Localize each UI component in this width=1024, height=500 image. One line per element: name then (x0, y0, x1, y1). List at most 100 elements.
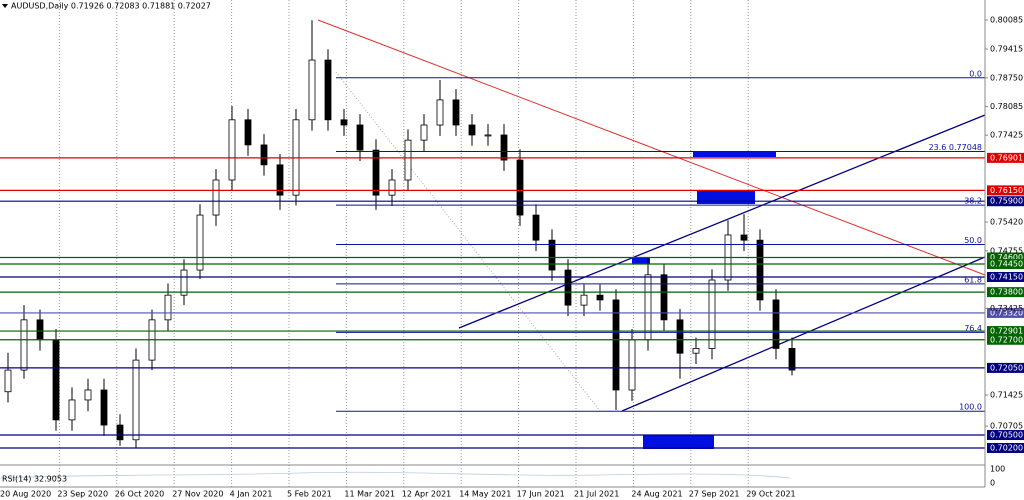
y-tick-label: 0.79415 (990, 45, 1023, 54)
candle-body (772, 299, 780, 349)
candle-body (708, 279, 716, 349)
candle-body (388, 179, 396, 196)
candle-body (468, 124, 476, 136)
rsi-tick-label: 100 (990, 465, 1005, 474)
rsi-label: RSI(14) 32.9053 (2, 475, 67, 484)
x-tick-label: 14 May 2021 (459, 490, 511, 499)
fib-label: 61.8 (964, 275, 982, 284)
candle-body (180, 269, 188, 296)
x-tick-label: 12 Apr 2021 (402, 490, 451, 499)
candle-body (20, 319, 28, 371)
candle-body (356, 124, 364, 151)
level-label: 0.75900 (990, 197, 1023, 206)
level-tag (987, 443, 1024, 454)
candle-body (196, 214, 204, 271)
level-tag (987, 430, 1024, 441)
candle-body (756, 239, 764, 301)
level-tag (987, 271, 1024, 282)
candle-body (244, 119, 252, 146)
level-tag (987, 152, 1024, 163)
x-tick-label: 23 Sep 2020 (57, 490, 108, 499)
zone (693, 151, 776, 157)
x-tick-label: 26 Oct 2020 (115, 490, 164, 499)
y-tick-label: 0.80085 (990, 16, 1023, 25)
level-label: 0.72700 (990, 335, 1023, 344)
candle-body (644, 274, 652, 341)
level-label: 0.73800 (990, 288, 1023, 297)
fib-label: 100.0 (959, 403, 982, 412)
candles (4, 20, 796, 449)
fib-label: 23.6 0.77048 (929, 143, 982, 152)
channel-line (621, 256, 986, 412)
zone (643, 435, 714, 449)
level-tag (987, 326, 1024, 337)
candle-body (260, 144, 268, 166)
level-label: 0.74600 (990, 253, 1023, 262)
candle-body (228, 119, 236, 181)
candle-body (340, 119, 348, 126)
candle-body (4, 369, 12, 393)
candle-body (500, 134, 508, 161)
x-tick-label: 5 Feb 2021 (287, 490, 332, 499)
candle-body (84, 389, 92, 401)
candle-body (692, 348, 700, 354)
level-tag (987, 258, 1024, 269)
level-tag (987, 196, 1024, 207)
candle-body (452, 99, 460, 126)
candle-body (564, 269, 572, 306)
candle-body (660, 274, 668, 321)
level-tag (987, 334, 1024, 345)
candle-body (436, 99, 444, 126)
candle-body (164, 294, 172, 321)
zone (697, 190, 755, 204)
y-tick-label: 0.73425 (990, 304, 1023, 313)
level-label: 0.76901 (990, 153, 1023, 162)
level-label: 0.70200 (990, 444, 1023, 453)
candle-body (628, 339, 636, 391)
candle-body (612, 299, 620, 391)
fib-label: 50.0 (964, 236, 982, 245)
candle-body (308, 59, 316, 121)
rsi-tick-label: 0 (990, 479, 995, 488)
candle-body (740, 234, 748, 241)
candle-body (484, 134, 492, 137)
zone (632, 257, 650, 264)
y-tick-label: 0.71425 (990, 390, 1023, 399)
level-label: 0.73320 (990, 308, 1023, 317)
x-tick-label: 29 Oct 2021 (746, 490, 795, 499)
candle-body (420, 124, 428, 141)
level-tag (987, 287, 1024, 298)
y-tick-label: 0.78750 (990, 73, 1023, 82)
trend-line (317, 19, 986, 276)
candle-body (548, 239, 556, 271)
candle-body (52, 339, 60, 421)
y-tick-label: 0.75420 (990, 217, 1023, 226)
candle-body (532, 214, 540, 241)
y-tick-label: 0.77425 (990, 131, 1023, 140)
x-tick-label: 11 Mar 2021 (344, 490, 395, 499)
level-tag (987, 185, 1024, 196)
y-tick-label: 0.74755 (990, 246, 1023, 255)
x-tick-label: 24 Aug 2021 (631, 490, 682, 499)
levels: 0.023.6 0.7704838.250.061.876.4100.00.76… (0, 69, 1024, 454)
grid (58, 0, 749, 487)
x-tick-label: 4 Jan 2021 (230, 490, 273, 499)
level-label: 0.70500 (990, 431, 1023, 440)
y-tick-label: 0.78085 (990, 102, 1023, 111)
candle-body (100, 389, 108, 426)
chart-title: AUDUSD,Daily 0.71926 0.72083 0.71881 0.7… (11, 2, 211, 11)
level-label: 0.74450 (990, 259, 1023, 268)
x-tick-label: 27 Nov 2020 (172, 490, 223, 499)
candle-body (516, 159, 524, 216)
x-tick-label: 17 Jun 2021 (517, 490, 565, 499)
level-label: 0.74150 (990, 272, 1023, 281)
fib-label: 76.4 (964, 324, 982, 333)
x-tick-label: 21 Jul 2021 (574, 490, 619, 499)
x-tick-label: 27 Sep 2021 (689, 490, 740, 499)
candle-body (788, 348, 796, 371)
y-tick-label: 0.70705 (990, 422, 1023, 431)
drawings (317, 19, 986, 449)
level-tag (987, 307, 1024, 318)
level-label: 0.72050 (990, 363, 1023, 372)
